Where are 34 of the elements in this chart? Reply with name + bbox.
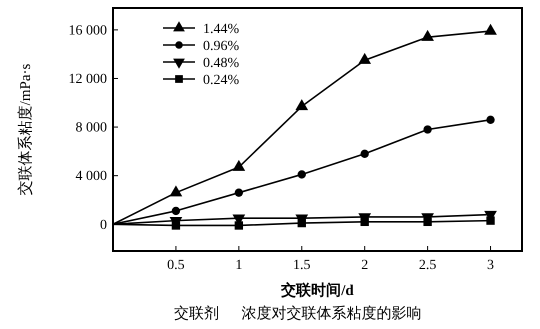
x-tick-label: 3	[487, 258, 494, 273]
point	[298, 218, 306, 228]
point	[172, 206, 180, 216]
point	[486, 216, 495, 225]
y-tick-label: 12 000	[68, 72, 107, 87]
point	[423, 218, 432, 226]
x-axis-title: 交联时间/d	[280, 281, 354, 299]
x-tick-label: 2	[361, 258, 368, 273]
point	[484, 24, 497, 35]
point	[486, 116, 495, 124]
x-tick-label: 2.5	[418, 258, 436, 273]
x-tick-label: 0.5	[167, 258, 185, 273]
legend-label: 0.24%	[203, 73, 240, 88]
point	[360, 218, 369, 226]
legend-label: 1.44%	[203, 22, 240, 37]
y-tick-label: 4 000	[76, 169, 107, 184]
point	[295, 99, 308, 110]
point	[172, 221, 180, 230]
y-axis-title: 交联体系粘度/mPa·s	[17, 64, 34, 196]
point	[298, 170, 306, 179]
point	[360, 150, 369, 158]
point	[234, 221, 244, 230]
x-tick-label: 1	[235, 258, 242, 273]
legend-label: 0.96%	[203, 39, 240, 54]
text: 交联剂 浓度对交联体系粘度的影响	[174, 305, 422, 322]
y-tick-label: 16 000	[68, 23, 107, 38]
x-tick-label: 1.5	[293, 258, 311, 273]
point	[423, 125, 432, 134]
legend-label: 0.48%	[203, 56, 240, 71]
y-tick-label: 0	[100, 218, 107, 233]
point	[358, 52, 372, 64]
point	[234, 188, 244, 197]
y-tick-label: 8 000	[76, 120, 107, 136]
point	[421, 30, 434, 41]
